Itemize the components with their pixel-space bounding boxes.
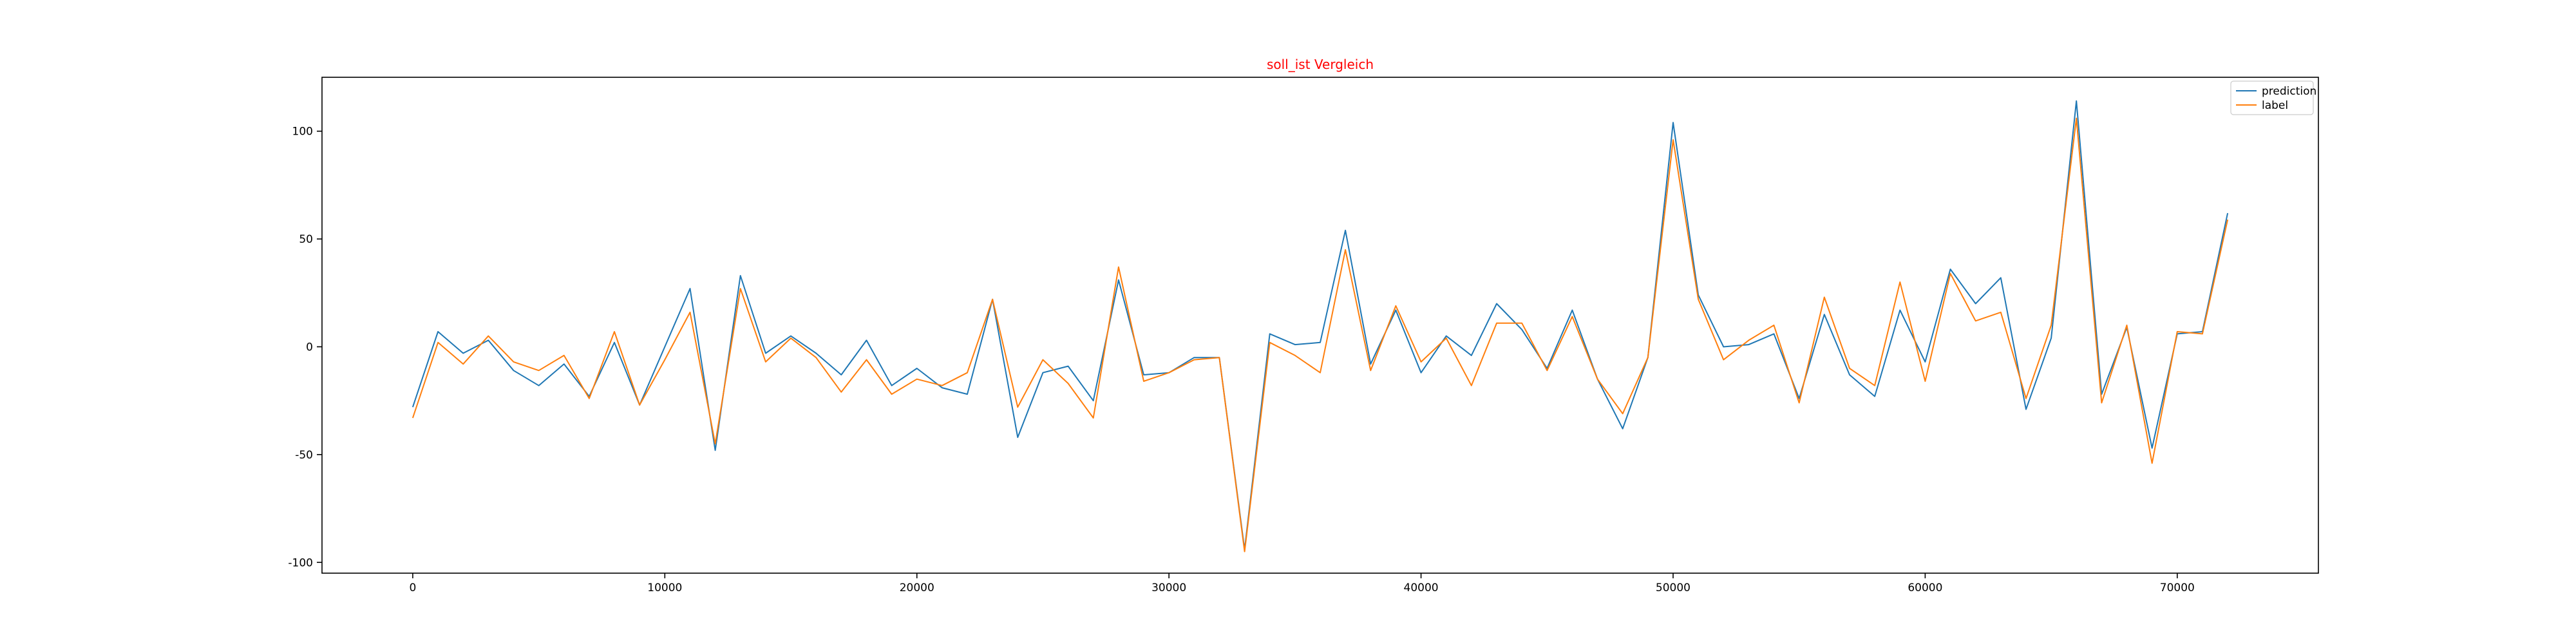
x-tick-label: 40000 [1404,582,1439,594]
y-tick-label: 100 [292,126,313,138]
y-tick-label: 50 [299,233,313,246]
legend-label-prediction: prediction [2262,85,2316,98]
x-axis: 0 10000 20000 30000 40000 50000 60000 70000 [409,573,2195,594]
chart-title: soll_ist Vergleich [1267,57,1374,72]
y-tick-label: 0 [306,341,313,354]
series-line-label [412,117,2229,553]
x-tick-label: 50000 [1656,582,1690,594]
x-tick-label: 10000 [647,582,682,594]
x-tick-label: 70000 [2160,582,2195,594]
x-tick-label: 0 [409,582,416,594]
x-tick-label: 60000 [1908,582,1942,594]
legend-label-label: label [2262,99,2288,112]
series-layer [412,100,2229,553]
y-axis: -100 -50 0 50 100 [288,126,322,569]
x-tick-label: 30000 [1151,582,1186,594]
y-tick-label: -100 [288,556,313,569]
series-line-prediction [412,100,2229,551]
y-tick-label: -50 [295,449,313,462]
legend-box [2230,80,2314,115]
plot-frame [321,77,2319,574]
x-tick-label: 20000 [900,582,934,594]
